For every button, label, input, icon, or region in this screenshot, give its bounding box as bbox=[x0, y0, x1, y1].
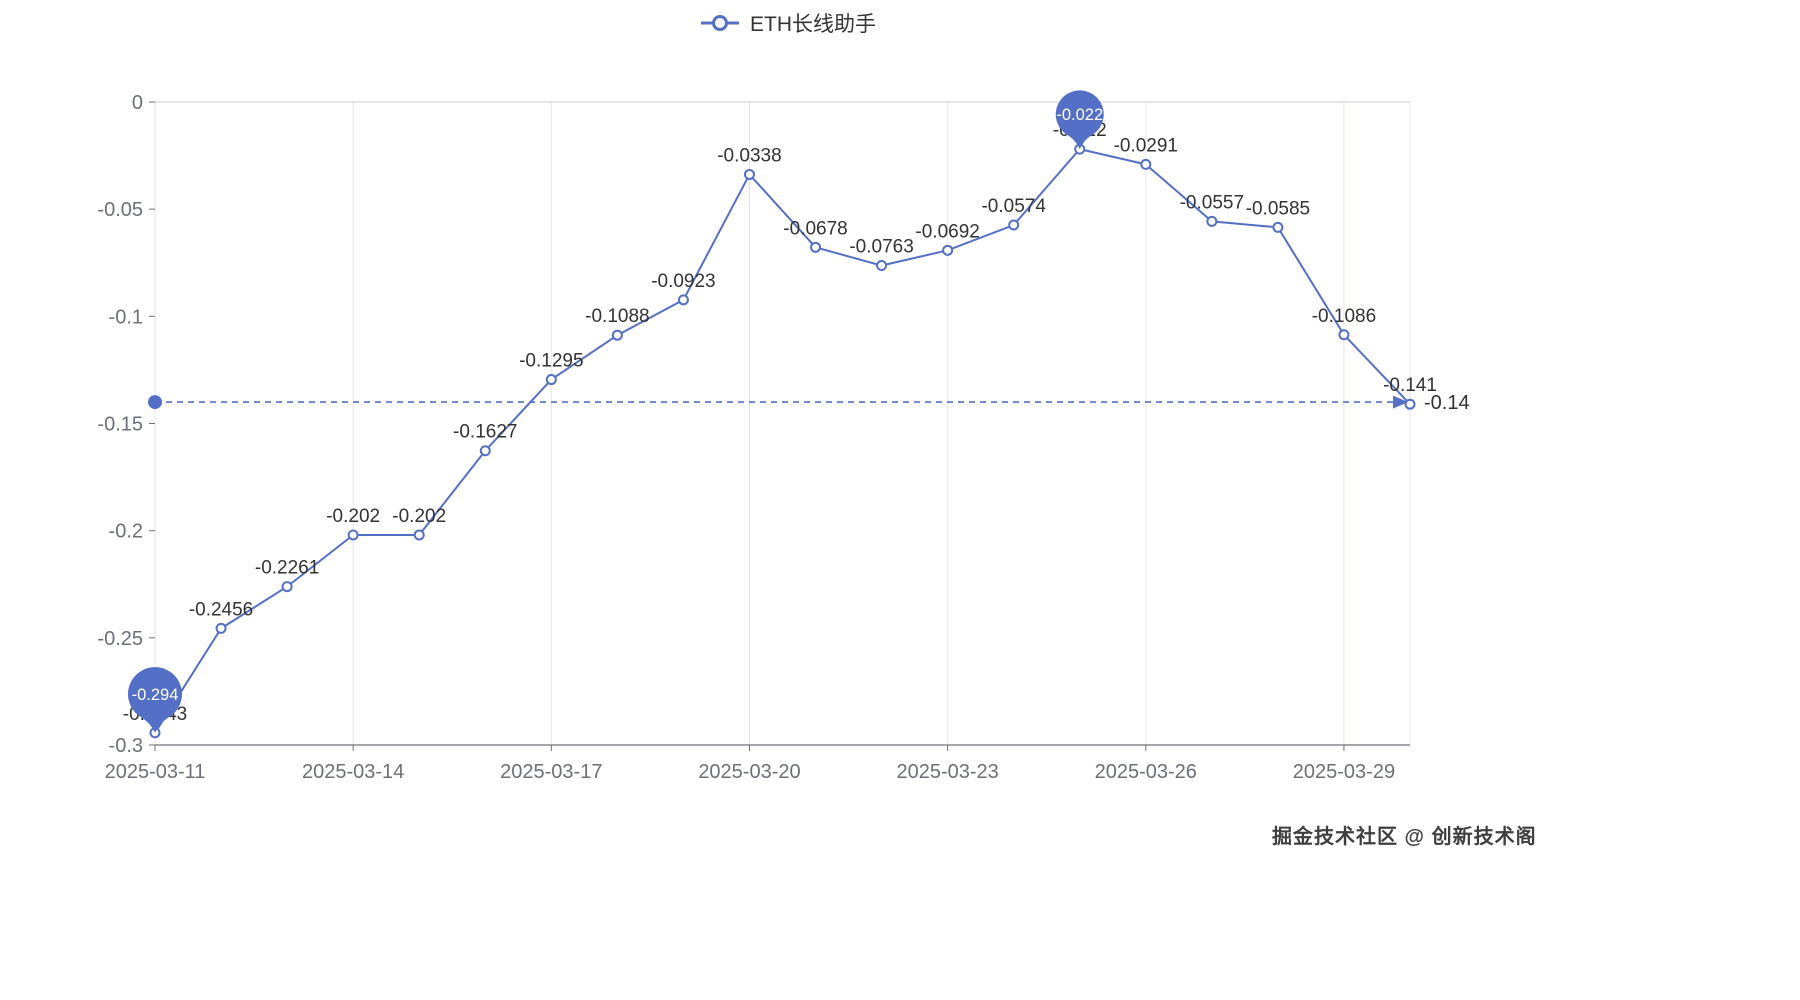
max-mark-pin[interactable]: -0.022 bbox=[1055, 90, 1104, 150]
data-label: -0.202 bbox=[326, 506, 380, 527]
data-label: -0.0557 bbox=[1180, 192, 1244, 213]
data-label: -0.1088 bbox=[585, 306, 649, 327]
data-label: -0.141 bbox=[1383, 375, 1437, 396]
line-series-icon bbox=[701, 15, 739, 31]
data-label: -0.0923 bbox=[651, 271, 715, 292]
y-axis-label: -0.1 bbox=[109, 306, 143, 328]
data-label: -0.2261 bbox=[255, 558, 319, 579]
x-axis-label: 2025-03-23 bbox=[896, 761, 998, 783]
x-axis-label: 2025-03-29 bbox=[1293, 761, 1395, 783]
mark-line-label: -0.14 bbox=[1424, 392, 1470, 414]
x-axis-label: 2025-03-17 bbox=[500, 761, 602, 783]
data-point[interactable] bbox=[1008, 219, 1020, 231]
y-axis-label: -0.3 bbox=[109, 735, 143, 757]
data-point[interactable] bbox=[1206, 215, 1218, 227]
legend-label: ETH长线助手 bbox=[750, 13, 876, 36]
data-point[interactable] bbox=[1338, 329, 1350, 341]
data-label: -0.0291 bbox=[1114, 135, 1178, 156]
data-label: -0.1086 bbox=[1312, 306, 1376, 327]
y-axis-label: 0 bbox=[132, 92, 143, 114]
data-point[interactable] bbox=[1404, 398, 1416, 410]
data-label: -0.0763 bbox=[849, 237, 913, 258]
data-point[interactable] bbox=[479, 445, 491, 457]
data-point[interactable] bbox=[611, 329, 623, 341]
data-label: -0.1295 bbox=[519, 351, 583, 372]
data-label: -0.202 bbox=[392, 506, 446, 527]
data-point[interactable] bbox=[677, 294, 689, 306]
legend-item-eth[interactable]: ETH长线助手 bbox=[700, 8, 876, 38]
data-label: -0.0678 bbox=[783, 218, 847, 239]
pin-label: -0.294 bbox=[132, 686, 179, 704]
series-line bbox=[154, 148, 1411, 734]
data-point[interactable] bbox=[215, 622, 227, 634]
mark-line-start-dot bbox=[148, 395, 162, 410]
data-point[interactable] bbox=[281, 581, 293, 593]
data-point[interactable] bbox=[1272, 221, 1284, 233]
pin-label: -0.022 bbox=[1056, 106, 1103, 124]
mark-line-arrow-icon bbox=[1393, 395, 1408, 409]
watermark: 掘金技术社区 @ 创新技术阁 bbox=[1272, 826, 1537, 848]
data-label: -0.0585 bbox=[1246, 198, 1310, 219]
data-label: -0.2456 bbox=[189, 599, 253, 620]
data-point[interactable] bbox=[413, 529, 425, 541]
data-point[interactable] bbox=[876, 260, 888, 272]
data-point[interactable] bbox=[347, 529, 359, 541]
data-label: -0.1627 bbox=[453, 422, 517, 443]
pin-icon bbox=[128, 667, 182, 733]
x-axis-label: 2025-03-26 bbox=[1095, 761, 1197, 783]
y-axis-label: -0.25 bbox=[97, 628, 143, 650]
x-axis-label: 2025-03-14 bbox=[302, 761, 404, 783]
data-point[interactable] bbox=[743, 168, 755, 180]
data-point[interactable] bbox=[545, 374, 557, 386]
y-axis-label: -0.2 bbox=[109, 521, 143, 543]
data-point[interactable] bbox=[1140, 158, 1152, 170]
pin-icon bbox=[1055, 90, 1104, 150]
data-label: -0.0338 bbox=[717, 145, 781, 166]
data-label: -0.0692 bbox=[915, 221, 979, 242]
x-axis-label: 2025-03-20 bbox=[698, 761, 800, 783]
data-label: -0.0574 bbox=[981, 196, 1046, 217]
data-point[interactable] bbox=[810, 241, 822, 253]
data-point[interactable] bbox=[942, 244, 954, 256]
x-axis-label: 2025-03-11 bbox=[105, 761, 206, 783]
min-mark-pin[interactable]: -0.294 bbox=[128, 667, 182, 733]
y-axis-label: -0.05 bbox=[97, 199, 143, 221]
y-axis-label: -0.15 bbox=[97, 414, 143, 436]
